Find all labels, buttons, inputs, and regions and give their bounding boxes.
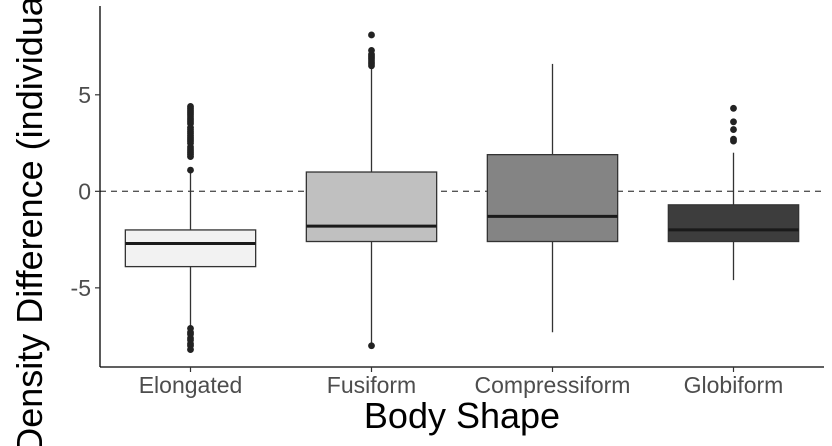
x-tick-label: Fusiform xyxy=(327,372,416,398)
outlier-point xyxy=(368,62,375,70)
iqr-box xyxy=(305,171,438,243)
plot-marks xyxy=(100,31,824,354)
y-axis-ticks: -5 0 5 xyxy=(71,82,100,301)
box-elongated xyxy=(124,102,257,354)
x-tick-label: Globiform xyxy=(684,372,784,398)
box-fusiform xyxy=(305,31,438,350)
y-tick-label: 0 xyxy=(78,178,91,204)
outlier-point xyxy=(730,104,737,112)
x-axis-title: Body Shape xyxy=(364,395,560,436)
outlier-point xyxy=(730,118,737,126)
iqr-box xyxy=(667,204,800,243)
x-tick-label: Elongated xyxy=(139,372,243,398)
outlier-point xyxy=(730,137,737,145)
y-tick-label: -5 xyxy=(71,275,91,301)
y-axis-title: Density Difference (individuals xyxy=(9,0,50,446)
outlier-point xyxy=(187,153,194,160)
y-tick-label: 5 xyxy=(78,82,91,108)
x-tick-label: Compressiform xyxy=(475,372,631,398)
outlier-point xyxy=(187,346,194,354)
box-globiform xyxy=(667,104,800,281)
outlier-point xyxy=(368,342,375,350)
outlier-point xyxy=(368,31,375,39)
iqr-box xyxy=(124,229,257,268)
box-compressiform xyxy=(486,63,619,333)
x-axis-ticks: Elongated Fusiform Compressiform Globiform xyxy=(139,367,784,398)
iqr-box xyxy=(486,153,619,243)
outlier-point xyxy=(187,166,194,174)
outlier-point xyxy=(730,126,737,133)
